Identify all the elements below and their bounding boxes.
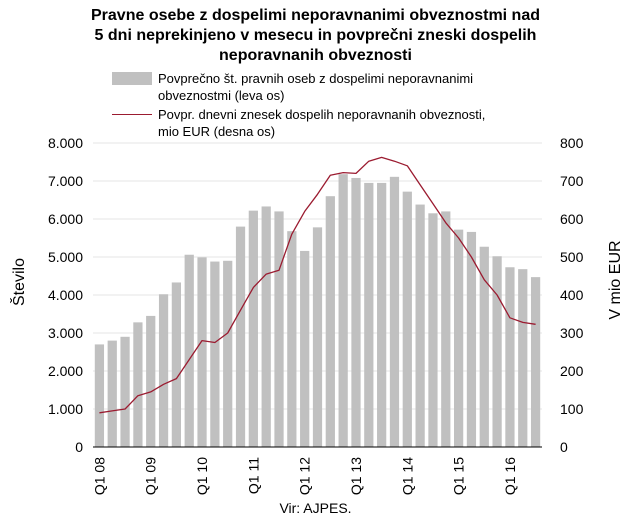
x-tick-label: Q1 10 xyxy=(194,457,210,495)
bar xyxy=(453,229,464,447)
bar xyxy=(312,227,323,447)
legend-item-line: Povpr. dnevni znesek dospelih neporavnan… xyxy=(112,106,485,140)
bar-series xyxy=(94,174,541,447)
bar xyxy=(402,191,412,447)
bar xyxy=(171,282,182,447)
right-tick-label: 100 xyxy=(560,401,584,417)
bar xyxy=(235,226,246,447)
left-tick-label: 8.000 xyxy=(48,135,83,151)
bar xyxy=(300,250,310,447)
bar xyxy=(441,211,451,447)
chart-title-line: neporavnanih obveznosti xyxy=(219,47,412,64)
bar xyxy=(479,246,489,447)
bar xyxy=(466,231,477,447)
chart-legend: Povprečno št. pravnih oseb z dospelimi n… xyxy=(112,70,485,140)
bar xyxy=(377,182,387,447)
legend-bar-swatch xyxy=(112,72,152,85)
right-tick-label: 0 xyxy=(560,439,568,455)
x-tick-label: Q1 12 xyxy=(297,457,313,495)
bar xyxy=(274,211,284,447)
right-tick-label: 200 xyxy=(560,363,584,379)
right-axis-ticks: 0 100 200 300 400 500 600 700 800 xyxy=(560,135,584,455)
right-tick-label: 600 xyxy=(560,211,584,227)
right-tick-label: 800 xyxy=(560,135,584,151)
line-series-path xyxy=(99,156,536,414)
left-axis-ticks: 0 1.000 2.000 3.000 4.000 5.000 6.000 7.000 8.00… xyxy=(48,135,83,455)
bar xyxy=(530,277,541,447)
bar xyxy=(133,322,143,447)
bar xyxy=(325,196,335,447)
x-tick-label: Q1 11 xyxy=(245,457,261,494)
bar xyxy=(364,182,374,447)
right-tick-label: 500 xyxy=(560,249,584,265)
x-tick-label: Q1 13 xyxy=(348,457,364,495)
bar xyxy=(351,177,361,447)
right-tick-label: 300 xyxy=(560,325,584,341)
line-series xyxy=(99,156,536,414)
left-tick-label: 5.000 xyxy=(48,249,83,265)
right-tick-label: 400 xyxy=(560,287,584,303)
chart-source: Vir: AJPES. xyxy=(279,500,352,516)
x-tick-label: Q1 16 xyxy=(502,457,518,495)
bar xyxy=(223,260,233,447)
legend-item-bars: Povprečno št. pravnih oseb z dospelimi n… xyxy=(112,70,485,104)
x-axis-ticks: Q1 08 Q1 09 Q1 10 Q1 11 Q1 12 Q1 13 Q1 14 Q1 15… xyxy=(91,457,518,495)
bar xyxy=(197,257,207,447)
chart-title-line: 5 dni neprekinjeno v mesecu in povprečni… xyxy=(94,27,537,44)
bar xyxy=(428,213,438,447)
bar xyxy=(248,210,258,447)
bar xyxy=(158,294,169,447)
left-axis-label: Število xyxy=(9,258,28,306)
left-tick-label: 7.000 xyxy=(48,173,83,189)
bar xyxy=(261,206,271,447)
left-tick-label: 0 xyxy=(75,439,83,455)
bar xyxy=(184,254,194,447)
left-tick-label: 4.000 xyxy=(48,287,83,303)
bar xyxy=(505,267,515,447)
bar xyxy=(107,340,117,447)
x-tick-label: Q1 08 xyxy=(91,457,107,495)
x-tick-label: Q1 09 xyxy=(143,457,159,495)
bar xyxy=(210,261,220,447)
chart-title: Pravne osebe z dospelimi neporavnanimi o… xyxy=(0,6,631,66)
legend-label: obveznostmi (leva os) xyxy=(158,88,285,103)
bar xyxy=(146,315,156,447)
bar xyxy=(338,174,348,447)
bar xyxy=(287,231,297,447)
left-tick-label: 1.000 xyxy=(48,401,83,417)
bar xyxy=(492,256,502,447)
legend-label: Povprečno št. pravnih oseb z dospelimi n… xyxy=(158,71,474,86)
right-tick-label: 700 xyxy=(560,173,584,189)
right-axis-label: V mio EUR xyxy=(607,240,624,319)
chart-title-line: Pravne osebe z dospelimi neporavnanimi o… xyxy=(91,7,540,24)
x-tick-label: Q1 15 xyxy=(451,457,467,495)
bar xyxy=(94,344,105,447)
legend-label: mio EUR (desna os) xyxy=(158,124,276,139)
left-tick-label: 3.000 xyxy=(48,325,83,341)
bar xyxy=(120,336,130,447)
legend-label: Povpr. dnevni znesek dospelih neporavnan… xyxy=(158,107,486,122)
legend-line-swatch xyxy=(112,114,152,115)
bar xyxy=(389,176,400,447)
left-tick-label: 2.000 xyxy=(48,363,83,379)
bar xyxy=(415,204,425,447)
x-tick-label: Q1 14 xyxy=(399,457,415,495)
bar xyxy=(518,269,528,447)
left-tick-label: 6.000 xyxy=(48,211,83,227)
